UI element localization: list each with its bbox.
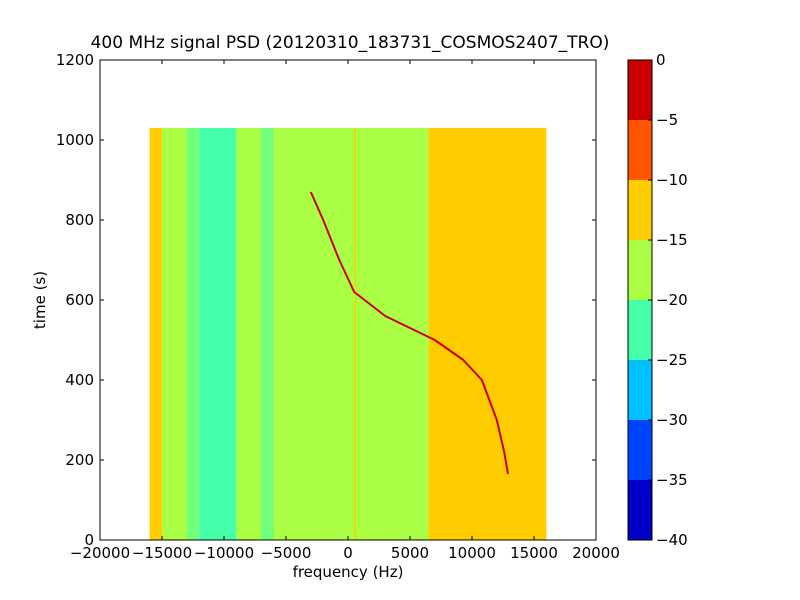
colorbar-tick-label: 0 bbox=[656, 51, 666, 69]
colorbar-band-5 bbox=[628, 360, 652, 420]
colorbar-band-3 bbox=[628, 240, 652, 300]
psd-band-0 bbox=[149, 128, 162, 540]
psd-band-2 bbox=[199, 128, 237, 540]
y-tick-label: 1200 bbox=[56, 51, 94, 69]
x-tick-label: −10000 bbox=[194, 544, 254, 562]
colorbar-tick-label: −5 bbox=[656, 111, 678, 129]
signal-trace bbox=[309, 191, 509, 475]
colorbar-tick-label: −25 bbox=[656, 351, 688, 369]
colorbar bbox=[628, 60, 652, 540]
colorbar-band-4 bbox=[628, 300, 652, 360]
x-axis: −20000 −15000 −10000 −5000 0 5000 10000 15000 20… bbox=[70, 60, 620, 562]
colorbar-ticks: 0 −5 −10 −15 −20 −25 −30 −35 −40 bbox=[648, 51, 688, 549]
x-tick-label: 5000 bbox=[391, 544, 429, 562]
y-tick-label: 200 bbox=[65, 451, 94, 469]
x-tick-label: 20000 bbox=[572, 544, 620, 562]
chart-title: 400 MHz signal PSD (20120310_183731_COSM… bbox=[91, 33, 610, 53]
x-tick-label: −15000 bbox=[132, 544, 192, 562]
colorbar-band-0 bbox=[628, 60, 652, 120]
colorbar-tick-label: −40 bbox=[656, 531, 688, 549]
low-psd-strip-1 bbox=[261, 128, 274, 540]
x-tick-label: −20000 bbox=[70, 544, 130, 562]
y-axis: 0 200 400 600 800 1000 1200 bbox=[56, 51, 596, 549]
colorbar-tick-label: −15 bbox=[656, 231, 688, 249]
y-tick-label: 400 bbox=[65, 371, 94, 389]
colorbar-tick-label: −10 bbox=[656, 171, 688, 189]
psd-band-4 bbox=[428, 128, 547, 540]
plot-data-layer bbox=[149, 128, 547, 540]
colorbar-band-6 bbox=[628, 420, 652, 480]
y-tick-label: 600 bbox=[65, 291, 94, 309]
colorbar-tick-label: −35 bbox=[656, 471, 688, 489]
x-axis-label: frequency (Hz) bbox=[293, 563, 404, 581]
x-tick-label: −5000 bbox=[261, 544, 312, 562]
colorbar-band-2 bbox=[628, 180, 652, 240]
y-axis-label: time (s) bbox=[31, 271, 49, 329]
y-tick-label: 800 bbox=[65, 211, 94, 229]
colorbar-band-1 bbox=[628, 120, 652, 180]
colorbar-band-7 bbox=[628, 480, 652, 540]
x-tick-label: 0 bbox=[343, 544, 353, 562]
low-psd-strip-0 bbox=[186, 128, 200, 540]
x-tick-label: 10000 bbox=[448, 544, 496, 562]
colorbar-tick-label: −20 bbox=[656, 291, 688, 309]
y-tick-label: 1000 bbox=[56, 131, 94, 149]
y-tick-label: 0 bbox=[84, 531, 94, 549]
x-tick-label: 15000 bbox=[510, 544, 558, 562]
colorbar-tick-label: −30 bbox=[656, 411, 688, 429]
